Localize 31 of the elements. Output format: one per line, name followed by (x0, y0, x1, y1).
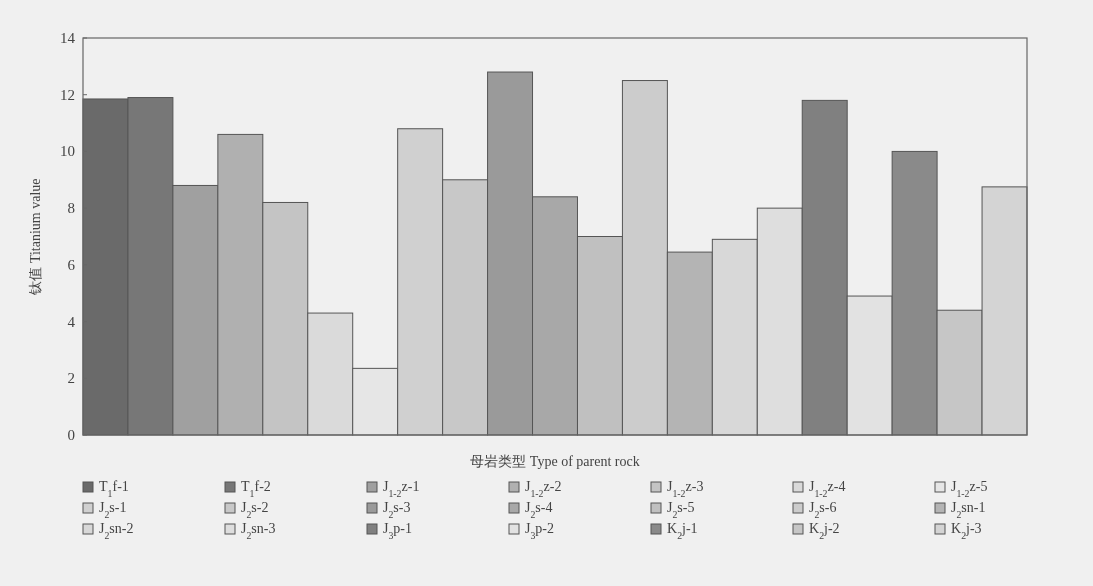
legend-label: J$_{1-2}$z-4 (809, 479, 846, 499)
legend-label: J$_{2}$s-3 (383, 500, 411, 520)
x-axis-title: 母岩类型 Type of parent rock (470, 454, 640, 469)
y-axis-title: 钛值 Titanium value (28, 178, 43, 296)
legend-label: J$_{1-2}$z-5 (951, 479, 988, 499)
y-tick-label: 4 (67, 313, 76, 330)
legend-label: K$_{2}$j-2 (809, 521, 840, 541)
legend-label: J$_{1-2}$z-2 (525, 479, 562, 499)
legend-label: J$_{2}$sn-3 (241, 521, 276, 541)
legend-label: J$_{1-2}$z-3 (667, 479, 704, 499)
legend-label: J$_{2}$sn-1 (951, 500, 986, 520)
legend-label: J$_{3}$p-1 (383, 521, 413, 541)
y-tick-label: 14 (60, 30, 76, 46)
legend-label: K$_{2}$j-3 (951, 521, 982, 541)
legend-label: J$_{2}$sn-2 (99, 521, 134, 541)
legend-label: J$_{2}$s-5 (667, 500, 695, 520)
y-tick-label: 10 (60, 143, 75, 160)
legend-label: J$_{3}$p-2 (525, 521, 555, 541)
y-tick-label: 8 (67, 200, 75, 217)
y-tick-label: 2 (67, 370, 75, 387)
legend-label: J$_{2}$s-1 (99, 500, 127, 520)
legend-label: K$_{2}$j-1 (667, 521, 698, 541)
legend-label: J$_{1-2}$z-1 (383, 479, 420, 499)
legend-label: T$_{1}$f-1 (99, 479, 129, 499)
y-tick-label: 12 (60, 86, 75, 103)
legend-label: J$_{2}$s-2 (241, 500, 269, 520)
y-tick-label: 0 (67, 427, 75, 443)
legend-label: J$_{2}$s-4 (525, 500, 553, 520)
legend-label: J$_{2}$s-6 (809, 500, 837, 520)
legend-label: T$_{1}$f-2 (241, 479, 271, 499)
y-tick-label: 6 (67, 256, 76, 273)
